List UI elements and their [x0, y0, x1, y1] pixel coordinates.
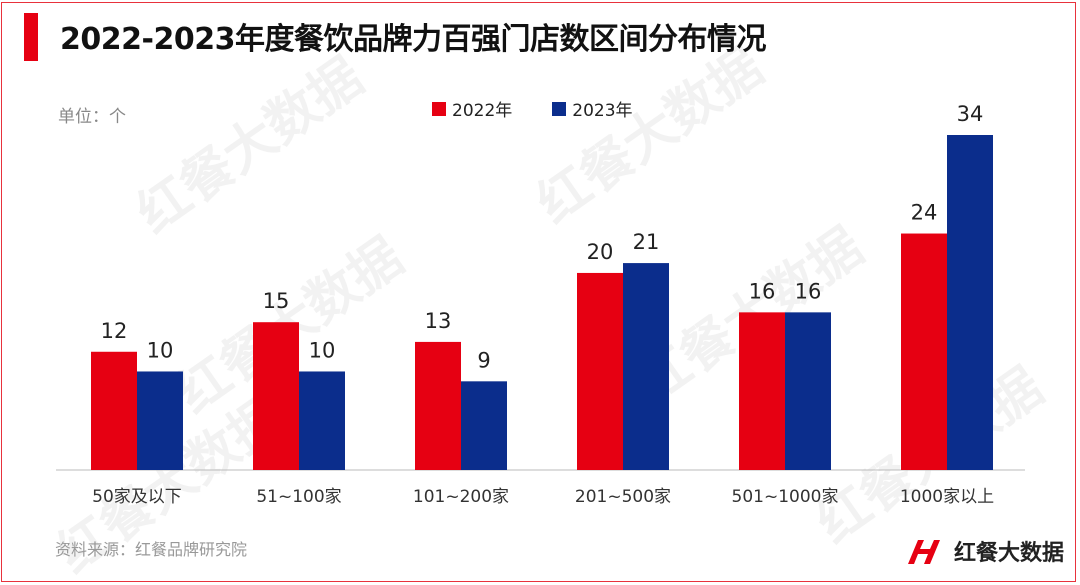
bar-2022年: [739, 312, 785, 470]
title-accent-bar: [24, 13, 38, 61]
data-label: 10: [309, 338, 336, 362]
x-tick-label: 101~200家: [413, 487, 509, 507]
unit-label: 单位：个: [58, 107, 126, 127]
data-label: 12: [101, 319, 128, 343]
data-label: 16: [795, 279, 822, 303]
data-label: 20: [587, 240, 614, 264]
x-tick-label: 201~500家: [575, 487, 671, 507]
data-label: 10: [147, 338, 174, 362]
chart-title: 2022-2023年度餐饮品牌力百强门店数区间分布情况: [60, 22, 766, 57]
bar-2023年: [623, 263, 669, 470]
data-label: 16: [749, 279, 776, 303]
brand-logo-icon: [907, 540, 940, 564]
bar-2023年: [947, 135, 993, 470]
legend-label: 2023年: [572, 101, 633, 121]
x-tick-label: 50家及以下: [92, 487, 182, 507]
legend-item-2022: 2022年: [432, 96, 512, 121]
legend-item-2023: 2023年: [552, 96, 633, 121]
data-label: 15: [263, 289, 290, 313]
legend-swatch: [552, 101, 567, 116]
data-label: 21: [633, 230, 660, 254]
legend: 2022年 2023年: [432, 96, 633, 121]
data-label: 34: [957, 102, 984, 126]
bar-2023年: [785, 312, 831, 470]
bar-2022年: [577, 272, 623, 470]
legend-label: 2022年: [452, 101, 513, 121]
data-label: 24: [911, 201, 938, 225]
bar-2022年: [253, 322, 299, 470]
source-note: 资料来源：红餐品牌研究院: [55, 540, 248, 559]
legend-swatch: [432, 101, 446, 116]
bar-2022年: [91, 351, 137, 470]
brand-name: 红餐大数据: [953, 541, 1064, 566]
x-tick-label: 1000家以上: [900, 487, 994, 507]
bar-2022年: [901, 233, 947, 470]
brand-logo: 红餐大数据: [907, 535, 1064, 567]
bar-2023年: [299, 371, 345, 470]
x-tick-label: 51~100家: [256, 487, 341, 507]
bar-2023年: [137, 371, 183, 470]
x-tick-label: 501~1000家: [732, 487, 839, 507]
data-label: 13: [425, 309, 452, 333]
data-label: 9: [477, 348, 490, 372]
bar-2023年: [461, 381, 507, 470]
bar-2022年: [415, 341, 461, 470]
